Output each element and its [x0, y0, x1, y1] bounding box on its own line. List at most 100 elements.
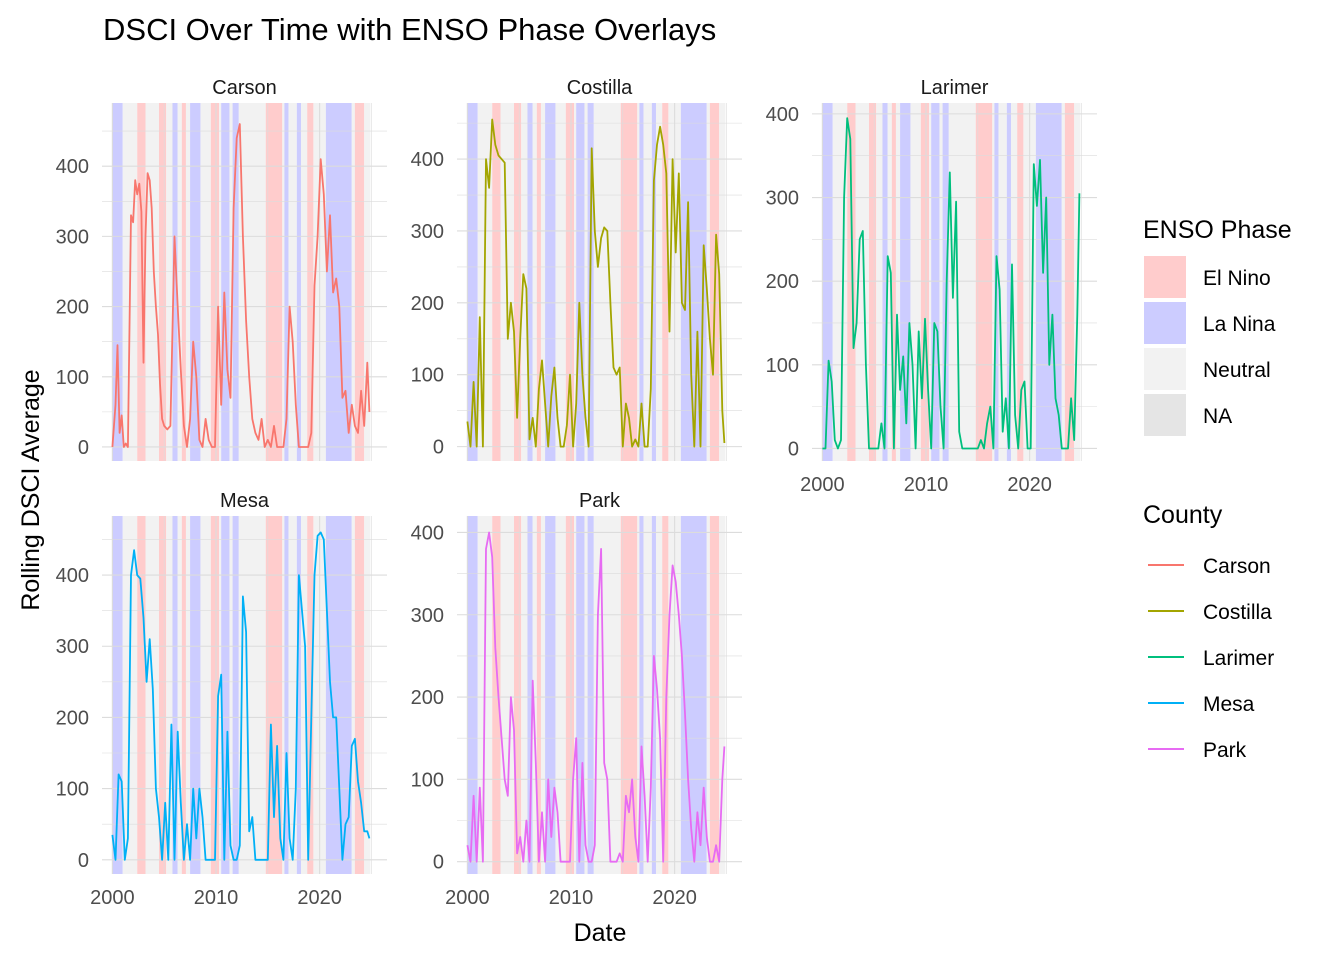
y-tick-label: 200 [766, 271, 799, 293]
enso-band [364, 516, 371, 874]
panel-strip-label: Carson [212, 77, 276, 99]
y-tick-label: 400 [766, 104, 799, 126]
enso-band [181, 103, 186, 461]
enso-band [655, 103, 663, 461]
enso-band [651, 103, 656, 461]
legend-label: Larimer [1203, 647, 1274, 670]
series-line-mesa [111, 531, 371, 861]
enso-band [662, 516, 669, 874]
enso-band [931, 103, 940, 461]
enso-band [190, 516, 201, 874]
x-tick-label: 2000 [445, 887, 490, 909]
enso-band [706, 516, 710, 874]
enso-band [1006, 103, 1011, 461]
enso-band [992, 103, 995, 461]
legend-enso: ENSO Phase El Nino La Nina Neutral NA [1143, 216, 1292, 436]
enso-band [574, 103, 577, 461]
enso-band [354, 516, 365, 874]
enso-band [492, 103, 501, 461]
x-tick-label: 2010 [904, 474, 949, 496]
enso-band [172, 516, 178, 874]
enso-band [221, 103, 230, 461]
series-line-carson [111, 123, 371, 448]
x-axis-title: Date [574, 919, 627, 947]
enso-band [364, 103, 371, 461]
enso-band [876, 103, 883, 461]
legend-label: Carson [1203, 555, 1271, 578]
legend-label: NA [1203, 405, 1232, 428]
enso-band [847, 103, 856, 461]
enso-band [882, 103, 888, 461]
y-tick-label: 0 [433, 852, 444, 874]
enso-band [620, 103, 638, 461]
series-line-park [466, 531, 726, 863]
legend-label: Neutral [1203, 359, 1271, 382]
y-tick-label: 0 [78, 850, 89, 872]
legend-label: Costilla [1203, 601, 1272, 624]
x-tick-label: 2020 [297, 887, 342, 909]
enso-band [532, 516, 537, 874]
enso-band [325, 516, 352, 874]
x-tick-label: 2010 [194, 887, 239, 909]
legend-county: County Carson Costilla Larimer Mesa Park [1143, 501, 1274, 762]
enso-band [574, 516, 577, 874]
enso-band [540, 103, 546, 461]
series-line-costilla [466, 118, 726, 448]
enso-band [593, 516, 621, 874]
enso-band [910, 103, 921, 461]
enso-band [307, 103, 314, 461]
legend-enso-item: NA [1144, 394, 1232, 436]
enso-band [238, 516, 266, 874]
panel-strip-label: Park [579, 490, 621, 512]
legend-county-item: Park [1148, 739, 1247, 762]
enso-band [709, 516, 720, 874]
enso-band [887, 103, 892, 461]
enso-band [307, 516, 314, 874]
enso-band [210, 516, 220, 874]
enso-band [172, 103, 178, 461]
enso-band [514, 516, 522, 874]
panel-carson: Carson 0 100 200 300 400 [56, 77, 387, 461]
legend-label: La Nina [1203, 313, 1276, 336]
enso-band [300, 103, 308, 461]
enso-band [555, 103, 566, 461]
x-tick-label: 2000 [90, 887, 135, 909]
y-tick-label: 0 [78, 437, 89, 459]
enso-bands [112, 103, 371, 461]
enso-band [288, 516, 297, 874]
enso-band [891, 103, 896, 461]
chart-title: DSCI Over Time with ENSO Phase Overlays [103, 12, 716, 47]
enso-band [467, 516, 478, 874]
enso-band [200, 103, 211, 461]
x-tick-label: 2010 [549, 887, 594, 909]
y-tick-label: 200 [411, 687, 444, 709]
enso-band [137, 103, 146, 461]
enso-band [112, 103, 123, 461]
y-tick-label: 300 [56, 636, 89, 658]
enso-band [536, 516, 541, 874]
enso-band [975, 103, 993, 461]
y-tick-label: 100 [766, 355, 799, 377]
enso-band [1017, 103, 1024, 461]
enso-band [296, 516, 301, 874]
enso-band [159, 516, 167, 874]
enso-band [527, 103, 533, 461]
enso-band [643, 516, 652, 874]
enso-band [181, 516, 186, 874]
enso-band [145, 103, 159, 461]
enso-band [190, 103, 201, 461]
legend-swatch [1144, 302, 1186, 344]
enso-band [719, 103, 726, 461]
legend-swatch [1144, 394, 1186, 436]
enso-band [565, 103, 575, 461]
enso-band [584, 103, 588, 461]
enso-band [576, 103, 585, 461]
legend-enso-item: La Nina [1144, 302, 1276, 344]
panel-mesa: Mesa 0 100 200 300 400 2000 2010 2020 [56, 490, 387, 909]
enso-band [282, 516, 285, 874]
enso-band [166, 103, 173, 461]
enso-band [527, 516, 533, 874]
panels-layer: Carson 0 100 200 300 400 Costilla 0 100 200 300 400… [56, 77, 1097, 909]
enso-band [166, 516, 173, 874]
